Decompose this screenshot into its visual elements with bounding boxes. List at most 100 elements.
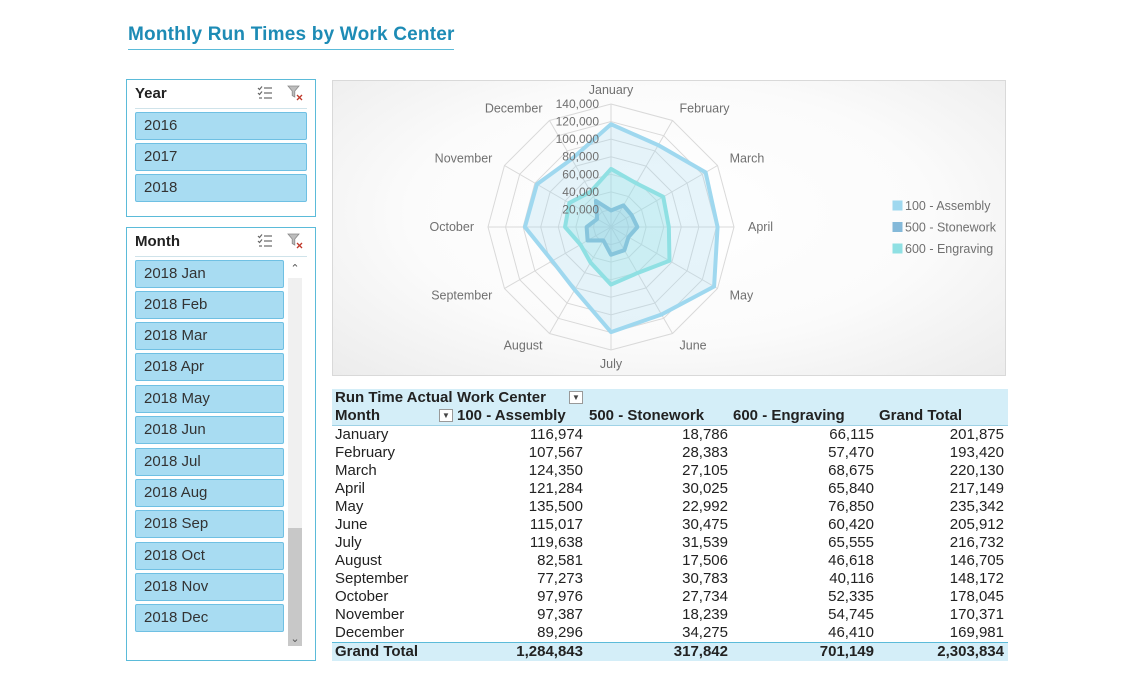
scroll-up-icon[interactable]: ⌃ <box>290 263 300 275</box>
page-title: Monthly Run Times by Work Center <box>128 24 454 50</box>
radar-category-label: December <box>485 101 543 115</box>
month-item-jun[interactable]: 2018 Jun <box>135 416 284 444</box>
cell-assembly: 115,017 <box>529 516 583 533</box>
month-item-dec[interactable]: 2018 Dec <box>135 604 284 632</box>
cell-total: 146,705 <box>949 552 1004 569</box>
month-item-aug[interactable]: 2018 Aug <box>135 479 284 507</box>
month-slicer-header: Month <box>135 228 307 257</box>
cell-stonework: 17,506 <box>682 552 728 569</box>
cell-engraving: 60,420 <box>828 516 874 533</box>
year-slicer-title: Year <box>135 85 167 102</box>
radar-chart-svg: 20,000 40,000 60,000 80,000 100,000 120,000 14… <box>430 83 997 371</box>
cell-stonework: 31,539 <box>682 534 728 551</box>
radar-tick-label: 20,000 <box>562 202 599 216</box>
radar-tick-label: 40,000 <box>562 185 599 199</box>
radar-tick-label: 100,000 <box>556 132 600 146</box>
row-label: July <box>335 534 362 551</box>
pivot-grand-total-row: Grand Total 1,284,843 317,842 701,149 2,… <box>332 642 1008 661</box>
month-item-jul[interactable]: 2018 Jul <box>135 448 284 476</box>
table-row: March 124,350 27,105 68,675 220,130 <box>332 462 1008 480</box>
pivot-column-field: Work Center <box>457 389 546 406</box>
cell-stonework: 34,275 <box>682 624 728 641</box>
month-item-sep[interactable]: 2018 Sep <box>135 510 284 538</box>
month-item-jan[interactable]: 2018 Jan <box>135 260 284 288</box>
col-header-stonework: 500 - Stonework <box>589 407 705 424</box>
month-item-feb[interactable]: 2018 Feb <box>135 291 284 319</box>
grand-total-all: 2,303,834 <box>937 643 1004 660</box>
row-label: March <box>335 462 377 479</box>
cell-assembly: 116,974 <box>529 426 583 443</box>
table-row: May 135,500 22,992 76,850 235,342 <box>332 498 1008 516</box>
radar-series-1 <box>522 122 720 335</box>
year-item-2018[interactable]: 2018 <box>135 174 307 202</box>
col-header-grand-total: Grand Total <box>879 407 963 424</box>
cell-engraving: 68,675 <box>828 462 874 479</box>
legend-swatch <box>892 200 903 211</box>
radar-category-label: September <box>431 289 492 303</box>
month-item-nov[interactable]: 2018 Nov <box>135 573 284 601</box>
cell-assembly: 119,638 <box>529 534 583 551</box>
month-slicer-scrollbar[interactable]: ⌃ ⌄ <box>288 262 302 646</box>
pivot-header-row-1: Run Time Actual Work Center ▼ <box>332 389 1008 407</box>
radar-tick-label: 80,000 <box>562 150 599 164</box>
pivot-header-row-2: Month ▼ 100 - Assembly 500 - Stonework 6… <box>332 407 1008 426</box>
cell-stonework: 18,786 <box>682 426 728 443</box>
radar-category-label: March <box>730 152 765 166</box>
row-label: August <box>335 552 382 569</box>
clear-filter-icon[interactable] <box>287 233 303 249</box>
radar-series-2 <box>584 198 640 257</box>
month-item-apr[interactable]: 2018 Apr <box>135 353 284 381</box>
cell-engraving: 65,555 <box>828 534 874 551</box>
radar-spoke <box>504 165 612 228</box>
cell-total: 201,875 <box>949 426 1004 443</box>
cell-engraving: 46,618 <box>828 552 874 569</box>
cell-assembly: 107,567 <box>528 444 583 461</box>
cell-engraving: 57,470 <box>828 444 874 461</box>
cell-assembly: 89,296 <box>537 624 583 641</box>
row-label: September <box>335 570 409 587</box>
year-item-2017[interactable]: 2017 <box>135 143 307 171</box>
cell-total: 148,172 <box>949 570 1004 587</box>
row-filter-dropdown[interactable]: ▼ <box>439 409 453 422</box>
cell-total: 217,149 <box>949 480 1004 497</box>
year-slicer: Year 2016 2017 2018 <box>126 79 316 217</box>
cell-engraving: 76,850 <box>828 498 874 515</box>
cell-engraving: 40,116 <box>829 570 874 587</box>
table-row: December 89,296 34,275 46,410 169,981 <box>332 624 1008 642</box>
cell-stonework: 27,734 <box>682 588 728 605</box>
radar-tick-label: 60,000 <box>562 167 599 181</box>
pivot-table[interactable]: Run Time Actual Work Center ▼ Month ▼ 10… <box>332 389 1008 661</box>
clear-filter-icon[interactable] <box>287 85 303 101</box>
year-item-2016[interactable]: 2016 <box>135 112 307 140</box>
radar-category-label: April <box>748 220 773 234</box>
pivot-row-field: Month <box>335 407 380 424</box>
radar-spoke <box>610 120 673 228</box>
cell-total: 205,912 <box>949 516 1004 533</box>
month-item-may[interactable]: 2018 May <box>135 385 284 413</box>
cell-assembly: 77,273 <box>537 570 583 587</box>
col-header-engraving: 600 - Engraving <box>733 407 845 424</box>
scroll-thumb[interactable] <box>288 528 302 646</box>
radar-category-label: August <box>504 339 543 353</box>
multi-select-icon[interactable] <box>257 233 273 249</box>
month-slicer-title: Month <box>135 233 180 250</box>
radar-spoke <box>549 226 612 334</box>
radar-tick-label: 120,000 <box>556 115 600 129</box>
scroll-down-icon[interactable]: ⌄ <box>290 633 300 645</box>
cell-stonework: 18,239 <box>682 606 728 623</box>
row-label: December <box>335 624 405 641</box>
row-label: November <box>335 606 405 623</box>
row-label: June <box>335 516 368 533</box>
month-item-mar[interactable]: 2018 Mar <box>135 322 284 350</box>
month-item-oct[interactable]: 2018 Oct <box>135 542 284 570</box>
row-label: October <box>335 588 389 605</box>
multi-select-icon[interactable] <box>257 85 273 101</box>
radar-series-3 <box>563 166 672 287</box>
radar-chart[interactable]: 20,000 40,000 60,000 80,000 100,000 120,000 14… <box>332 80 1006 376</box>
cell-total: 169,981 <box>949 624 1004 641</box>
cell-engraving: 54,745 <box>828 606 874 623</box>
legend-entry: 100 - Assembly <box>905 199 991 213</box>
column-filter-dropdown[interactable]: ▼ <box>569 391 583 404</box>
radar-category-label: June <box>680 339 707 353</box>
scroll-track[interactable] <box>288 278 302 646</box>
